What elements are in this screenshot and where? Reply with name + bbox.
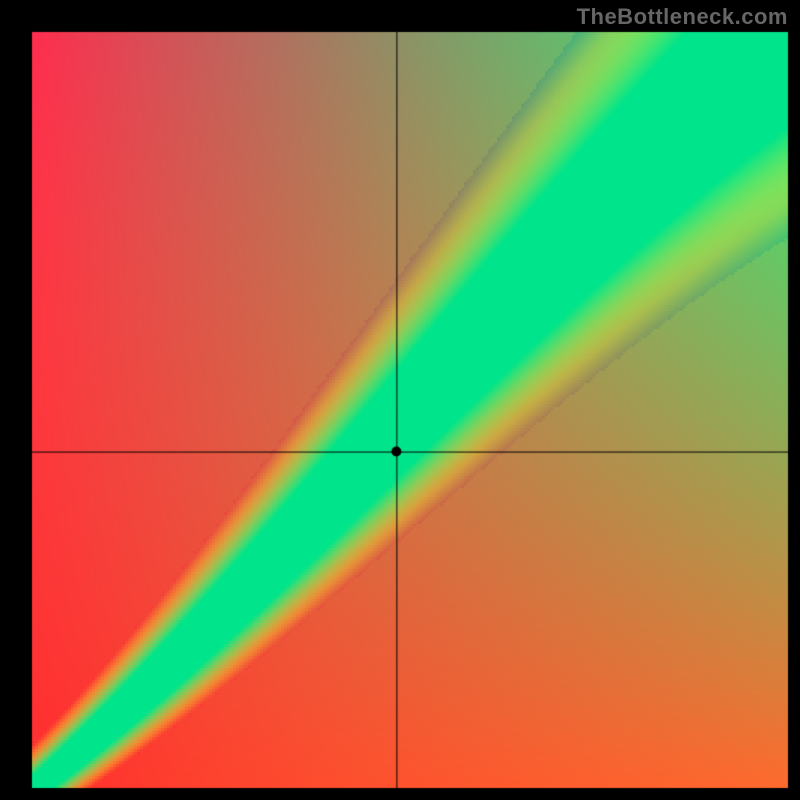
chart-container: TheBottleneck.com: [0, 0, 800, 800]
watermark-text: TheBottleneck.com: [577, 4, 788, 30]
heatmap-canvas: [0, 0, 800, 800]
